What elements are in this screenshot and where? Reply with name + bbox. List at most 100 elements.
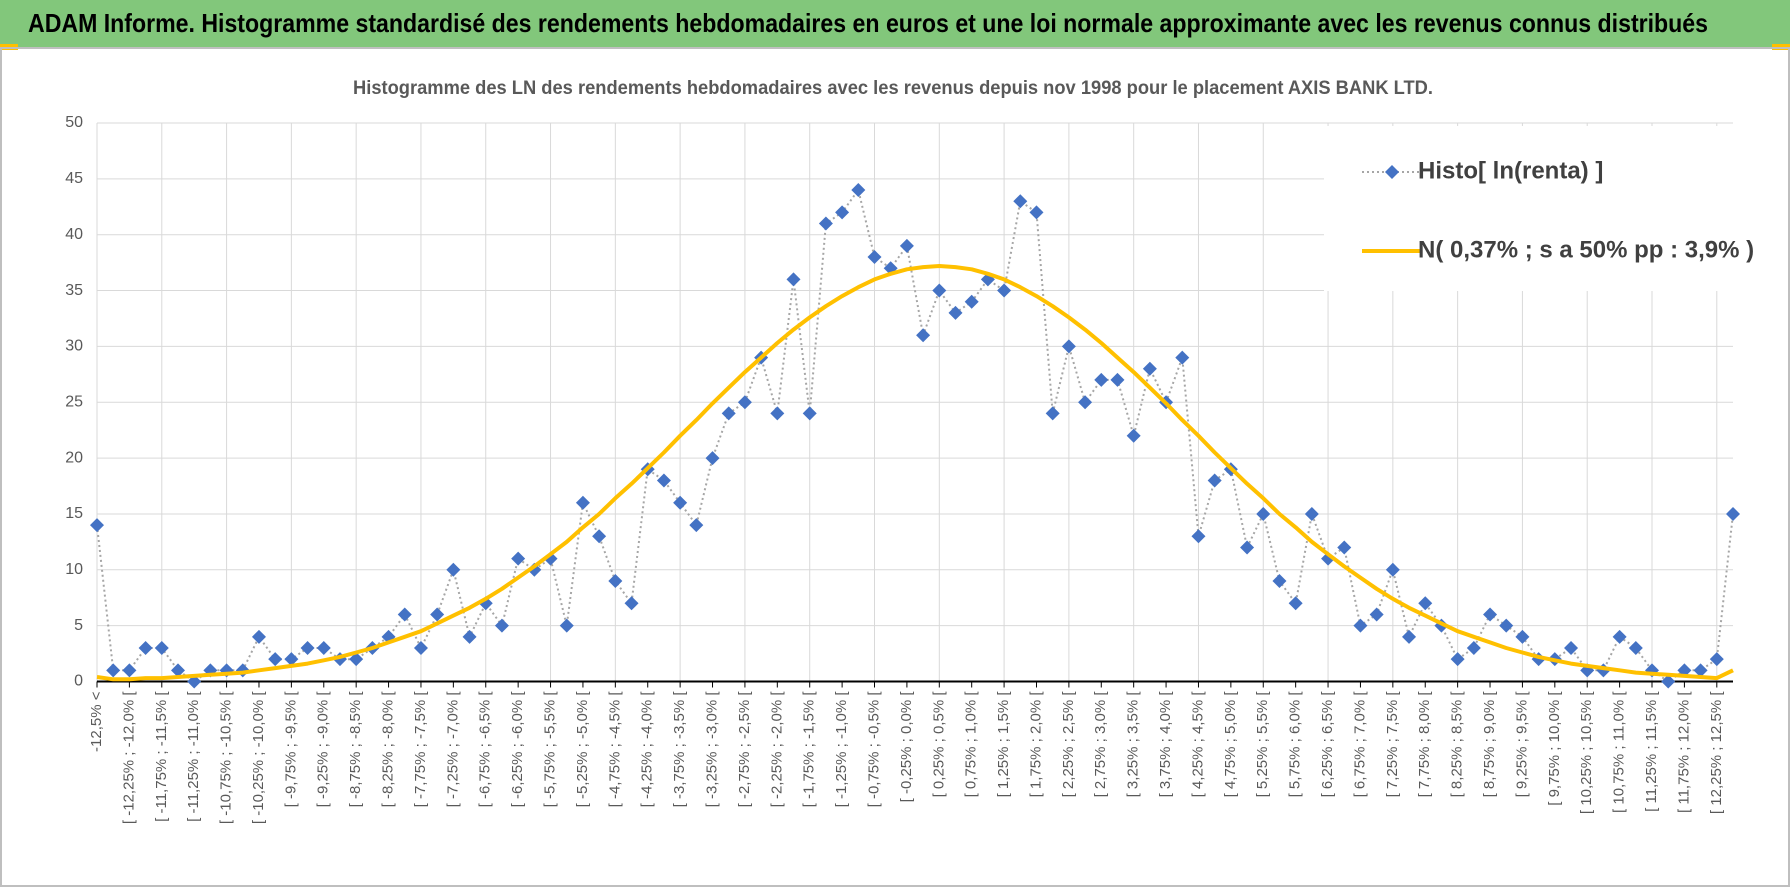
data-point (835, 205, 850, 220)
data-point (997, 283, 1012, 298)
legend-label: N( 0,37% ; s a 50% pp : 3,9% ) (1418, 236, 1754, 263)
data-point (1272, 573, 1287, 588)
data-point (948, 305, 963, 320)
x-tick-label: [ 4,25% ; 4,5% [ (1189, 691, 1206, 798)
data-point (1078, 395, 1093, 410)
x-tick-label: [ 9,75% ; 10,0% [ (1546, 691, 1563, 806)
x-tick-label: [ 6,25% ; 6,5% [ (1319, 691, 1336, 798)
data-point (1110, 372, 1125, 387)
x-tick-label: [ -8,25% ; -8,0% [ (380, 691, 397, 808)
data-point (1094, 372, 1109, 387)
x-tick-label: [ -8,75% ; -8,5% [ (347, 691, 364, 808)
x-tick-label: [ -9,25% ; -9,0% [ (315, 691, 332, 808)
data-point (770, 406, 785, 421)
data-point (413, 640, 428, 655)
x-tick-label: [ -3,25% ; -3,0% [ (703, 691, 720, 808)
data-point (1693, 663, 1708, 678)
data-point (802, 406, 817, 421)
data-point (1061, 339, 1076, 354)
x-tick-label: [ -9,75% ; -9,5% [ (282, 691, 299, 808)
data-point (446, 562, 461, 577)
data-point (1709, 652, 1724, 667)
data-point (1466, 640, 1481, 655)
data-point (494, 618, 509, 633)
data-point (1013, 194, 1028, 209)
data-point (689, 518, 704, 533)
y-tick-label: 50 (65, 114, 83, 131)
data-point (138, 640, 153, 655)
data-point (284, 652, 299, 667)
y-tick-label: 35 (65, 282, 83, 299)
x-tick-label: [ -4,75% ; -4,5% [ (606, 691, 623, 808)
y-tick-label: 10 (65, 561, 83, 578)
y-tick-label: 25 (65, 393, 83, 410)
data-point (1240, 540, 1255, 555)
y-tick-label: 5 (74, 617, 83, 634)
x-tick-label: [ -2,75% ; -2,5% [ (736, 691, 753, 808)
data-point (1304, 506, 1319, 521)
data-point (1142, 361, 1157, 376)
data-point (122, 663, 137, 678)
data-point (1175, 350, 1190, 365)
data-point (251, 629, 266, 644)
x-tick-label: [ 7,75% ; 8,0% [ (1416, 691, 1433, 798)
data-point (1353, 618, 1368, 633)
x-tick-label: [ -7,25% ; -7,0% [ (444, 691, 461, 808)
chart-title: Histogramme des LN des rendements hebdom… (353, 78, 1433, 99)
data-point (527, 562, 542, 577)
data-point (1612, 629, 1627, 644)
data-point (170, 663, 185, 678)
data-point (90, 518, 104, 533)
y-tick-label: 20 (65, 449, 83, 466)
data-point (899, 238, 914, 253)
data-point (1483, 607, 1498, 622)
data-point (851, 183, 866, 198)
data-point (1661, 674, 1676, 689)
data-point (430, 607, 445, 622)
data-point (867, 250, 882, 265)
legend-label: Histo[ ln(renta) ] (1418, 157, 1603, 184)
data-point (300, 640, 315, 655)
data-point (1126, 428, 1141, 443)
data-point (608, 573, 623, 588)
x-tick-label: [ -11,25% ; -11,0% [ (185, 691, 202, 822)
data-point (673, 495, 688, 510)
data-point (656, 473, 671, 488)
x-tick-label: [ 5,25% ; 5,5% [ (1254, 691, 1271, 798)
header-band (0, 0, 1790, 48)
x-tick-label: [ 1,25% ; 1,5% [ (995, 691, 1012, 798)
data-point (932, 283, 947, 298)
data-point (1499, 618, 1514, 633)
data-point (1628, 640, 1643, 655)
x-tick-label: [ 3,75% ; 4,0% [ (1157, 691, 1174, 798)
x-tick-label: [ -6,25% ; -6,0% [ (509, 691, 526, 808)
chart-border (0, 47, 1790, 887)
data-point (737, 395, 752, 410)
legend-box (1324, 126, 1733, 291)
x-tick-label: [ 5,75% ; 6,0% [ (1287, 691, 1304, 798)
data-point (1029, 205, 1044, 220)
x-tick-label: [ -10,25% ; -10,0% [ (250, 691, 267, 824)
x-tick-label: [ 2,75% ; 3,0% [ (1092, 691, 1109, 798)
x-tick-label: [ 11,75% ; 12,0% [ (1675, 691, 1692, 813)
data-point (1418, 596, 1433, 611)
series-line (96, 264, 1734, 682)
x-tick-label: [ -10,75% ; -10,5% [ (218, 691, 235, 824)
x-tick-label: [ 11,25% ; 11,5% [ (1643, 691, 1660, 812)
x-tick-label: [ 10,25% ; 10,5% [ (1578, 691, 1595, 814)
x-tick-label: [ -12,25% ; -12,0% [ (120, 691, 137, 824)
x-tick-label: [ 8,75% ; 9,0% [ (1481, 691, 1498, 798)
x-tick-label: [ 4,75% ; 5,0% [ (1222, 691, 1239, 798)
data-point (1385, 562, 1400, 577)
x-tick-label: [ -0,75% ; -0,5% [ (865, 691, 882, 808)
data-point (786, 272, 801, 287)
data-point (316, 640, 331, 655)
legend-marker (1385, 165, 1399, 179)
data-point (592, 529, 607, 544)
x-tick-label: [ -1,25% ; -1,0% [ (833, 691, 850, 808)
x-tick-label: [ 0,75% ; 1,0% [ (963, 691, 980, 798)
data-point (462, 629, 477, 644)
data-point (1207, 473, 1222, 488)
y-tick-label: 0 (74, 673, 83, 690)
data-point (1288, 596, 1303, 611)
